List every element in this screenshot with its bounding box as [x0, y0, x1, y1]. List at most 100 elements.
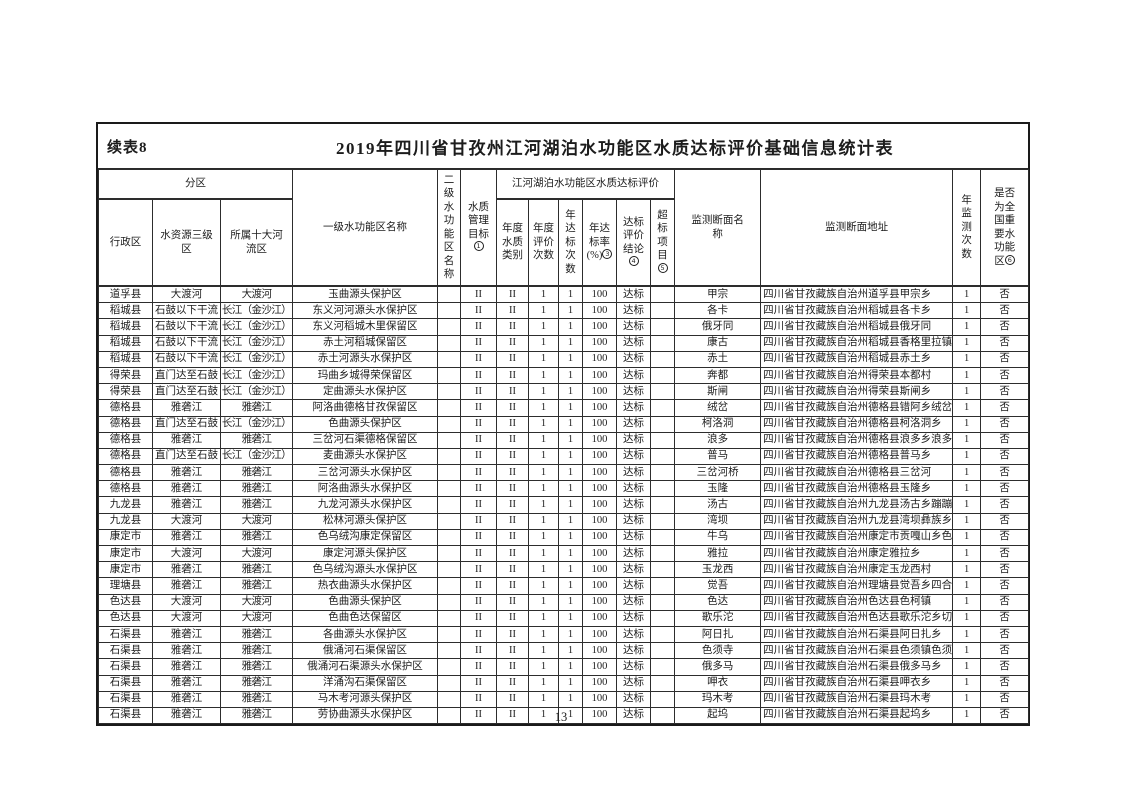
cell-primary-zone-name: 热衣曲源头水保护区 — [292, 577, 439, 595]
header-conclusion: 达标评价结论4 — [616, 198, 652, 287]
cell-section-name: 俄多马 — [674, 658, 762, 676]
cell-national-importance: 否 — [980, 528, 1030, 547]
cell-exceed-items — [650, 334, 676, 352]
cell-primary-zone-name: 东义河河源头水保护区 — [292, 302, 439, 320]
cell-pass-conclusion: 达标 — [616, 625, 652, 644]
cell-secondary-zone-name — [437, 383, 462, 401]
cell-water-resource-region: 雅砻江 — [152, 642, 221, 660]
cell-water-resource-region: 雅砻江 — [152, 464, 221, 482]
cell-secondary-zone-name — [437, 528, 462, 547]
cell-river-basin: 大渡河 — [219, 544, 294, 563]
cell-annual-eval-count: 1 — [528, 480, 560, 498]
cell-annual-class: II — [496, 480, 530, 498]
table-row: 石渠县 雅砻江 雅砻江 俄涌河石渠保留区 II II 1 1 100 达标 色须寺 四川省甘孜藏族自治… — [98, 642, 1030, 660]
cell-annual-pass-count: 1 — [558, 496, 584, 514]
cell-annual-eval-count: 1 — [528, 561, 560, 579]
cell-secondary-zone-name — [437, 561, 462, 579]
cell-annual-class: II — [496, 350, 530, 368]
cell-pass-conclusion: 达标 — [616, 561, 652, 579]
footnote-4-icon: 4 — [628, 256, 639, 266]
cell-water-resource-region: 雅砻江 — [152, 528, 221, 547]
cell-annual-eval-count: 1 — [528, 366, 560, 385]
cell-monitor-count: 1 — [952, 285, 982, 304]
cell-annual-pass-count: 1 — [558, 431, 584, 449]
cell-quality-target: II — [460, 609, 498, 627]
cell-water-resource-region: 大渡河 — [152, 593, 221, 611]
cell-secondary-zone-name — [437, 350, 462, 368]
cell-national-importance: 否 — [980, 383, 1030, 401]
cell-river-basin: 大渡河 — [219, 609, 294, 627]
table-row: 康定市 大渡河 大渡河 康定河源头保护区 II II 1 1 100 达标 雅拉 四川省甘孜藏族自治州… — [98, 544, 1030, 563]
cell-pass-conclusion: 达标 — [616, 447, 652, 466]
cell-pass-conclusion: 达标 — [616, 318, 652, 336]
cell-primary-zone-name: 俄涌河石渠源头水保护区 — [292, 658, 439, 676]
cell-annual-eval-count: 1 — [528, 690, 560, 708]
cell-section-address: 四川省甘孜藏族自治州石渠县俄多马乡 — [760, 658, 954, 676]
table-row: 色达县 大渡河 大渡河 色曲源头保护区 II II 1 1 100 达标 色达 四川省甘孜藏族自治州色… — [98, 593, 1030, 611]
cell-river-basin: 雅砻江 — [219, 577, 294, 595]
header-river-basin: 所属十大河流区 — [219, 198, 294, 287]
cell-river-basin: 雅砻江 — [219, 496, 294, 514]
header-row-top: 分区 一级水功能区名称 二级水功能区名称 水质管理目标1 江河湖泊水功能区水质达… — [97, 169, 1030, 287]
cell-monitor-count: 1 — [952, 625, 982, 644]
cell-exceed-items — [650, 383, 676, 401]
header-section-name: 监测断面名称 — [674, 169, 762, 287]
cell-secondary-zone-name — [437, 593, 462, 611]
cell-annual-pass-count: 1 — [558, 528, 584, 547]
cell-annual-class: II — [496, 642, 530, 660]
cell-national-importance: 否 — [980, 577, 1030, 595]
cell-section-address: 四川省甘孜藏族自治州稻城县香格里拉镇康古村 — [760, 334, 954, 352]
water-quality-table: 分区 一级水功能区名称 二级水功能区名称 水质管理目标1 江河湖泊水功能区水质达… — [97, 169, 1030, 725]
table-row: 九龙县 雅砻江 雅砻江 九龙河源头水保护区 II II 1 1 100 达标 汤古 四川省甘孜藏族自治… — [98, 496, 1030, 514]
cell-river-basin: 长江（金沙江） — [219, 318, 294, 336]
cell-national-importance: 否 — [980, 593, 1030, 611]
cell-section-address: 四川省甘孜藏族自治州稻城县赤土乡 — [760, 350, 954, 368]
cell-section-name: 汤古 — [674, 496, 762, 514]
cell-primary-zone-name: 洋涌沟石渠保留区 — [292, 674, 439, 692]
cell-monitor-count: 1 — [952, 577, 982, 595]
cell-national-importance: 否 — [980, 318, 1030, 336]
cell-monitor-count: 1 — [952, 561, 982, 579]
cell-exceed-items — [650, 577, 676, 595]
cell-river-basin: 雅砻江 — [219, 464, 294, 482]
cell-section-name: 呷衣 — [674, 674, 762, 692]
cell-admin-region: 康定市 — [98, 528, 153, 547]
cell-annual-class: II — [496, 544, 530, 563]
cell-annual-eval-count: 1 — [528, 706, 560, 725]
table-row: 色达县 大渡河 大渡河 色曲色达保留区 II II 1 1 100 达标 歌乐沱 四川省甘孜藏族自治州… — [98, 609, 1030, 627]
cell-section-name: 玛木考 — [674, 690, 762, 708]
cell-annual-class: II — [496, 285, 530, 304]
cell-pass-conclusion: 达标 — [616, 496, 652, 514]
header-annual-eval-count: 年度评价次数 — [528, 198, 560, 287]
cell-admin-region: 德格县 — [98, 399, 153, 417]
cell-primary-zone-name: 玉曲源头保护区 — [292, 285, 439, 304]
cell-primary-zone-name: 色曲色达保留区 — [292, 609, 439, 627]
cell-annual-eval-count: 1 — [528, 318, 560, 336]
cell-annual-pass-count: 1 — [558, 593, 584, 611]
cell-section-address: 四川省甘孜藏族自治州德格县三岔河 — [760, 464, 954, 482]
cell-national-importance: 否 — [980, 464, 1030, 482]
cell-river-basin: 大渡河 — [219, 285, 294, 304]
cell-annual-eval-count: 1 — [528, 464, 560, 482]
cell-annual-pass-count: 1 — [558, 561, 584, 579]
cell-annual-eval-count: 1 — [528, 512, 560, 530]
cell-quality-target: II — [460, 399, 498, 417]
header-quality-target: 水质管理目标1 — [460, 169, 498, 287]
cell-exceed-items — [650, 480, 676, 498]
cell-primary-zone-name: 麦曲源头水保护区 — [292, 447, 439, 466]
page-number: 13 — [554, 710, 568, 724]
cell-pass-conclusion: 达标 — [616, 334, 652, 352]
table-row: 德格县 雅砻江 雅砻江 三岔河石渠德格保留区 II II 1 1 100 达标 浪多 四川省甘孜藏族自… — [98, 431, 1030, 449]
cell-annual-class: II — [496, 334, 530, 352]
cell-river-basin: 大渡河 — [219, 593, 294, 611]
cell-secondary-zone-name — [437, 431, 462, 449]
continuation-label: 续表8 — [107, 139, 148, 156]
cell-water-resource-region: 雅砻江 — [152, 399, 221, 417]
cell-secondary-zone-name — [437, 642, 462, 660]
cell-primary-zone-name: 赤土河源头水保护区 — [292, 350, 439, 368]
cell-annual-eval-count: 1 — [528, 593, 560, 611]
cell-monitor-count: 1 — [952, 658, 982, 676]
cell-quality-target: II — [460, 544, 498, 563]
cell-annual-eval-count: 1 — [528, 674, 560, 692]
cell-annual-class: II — [496, 658, 530, 676]
